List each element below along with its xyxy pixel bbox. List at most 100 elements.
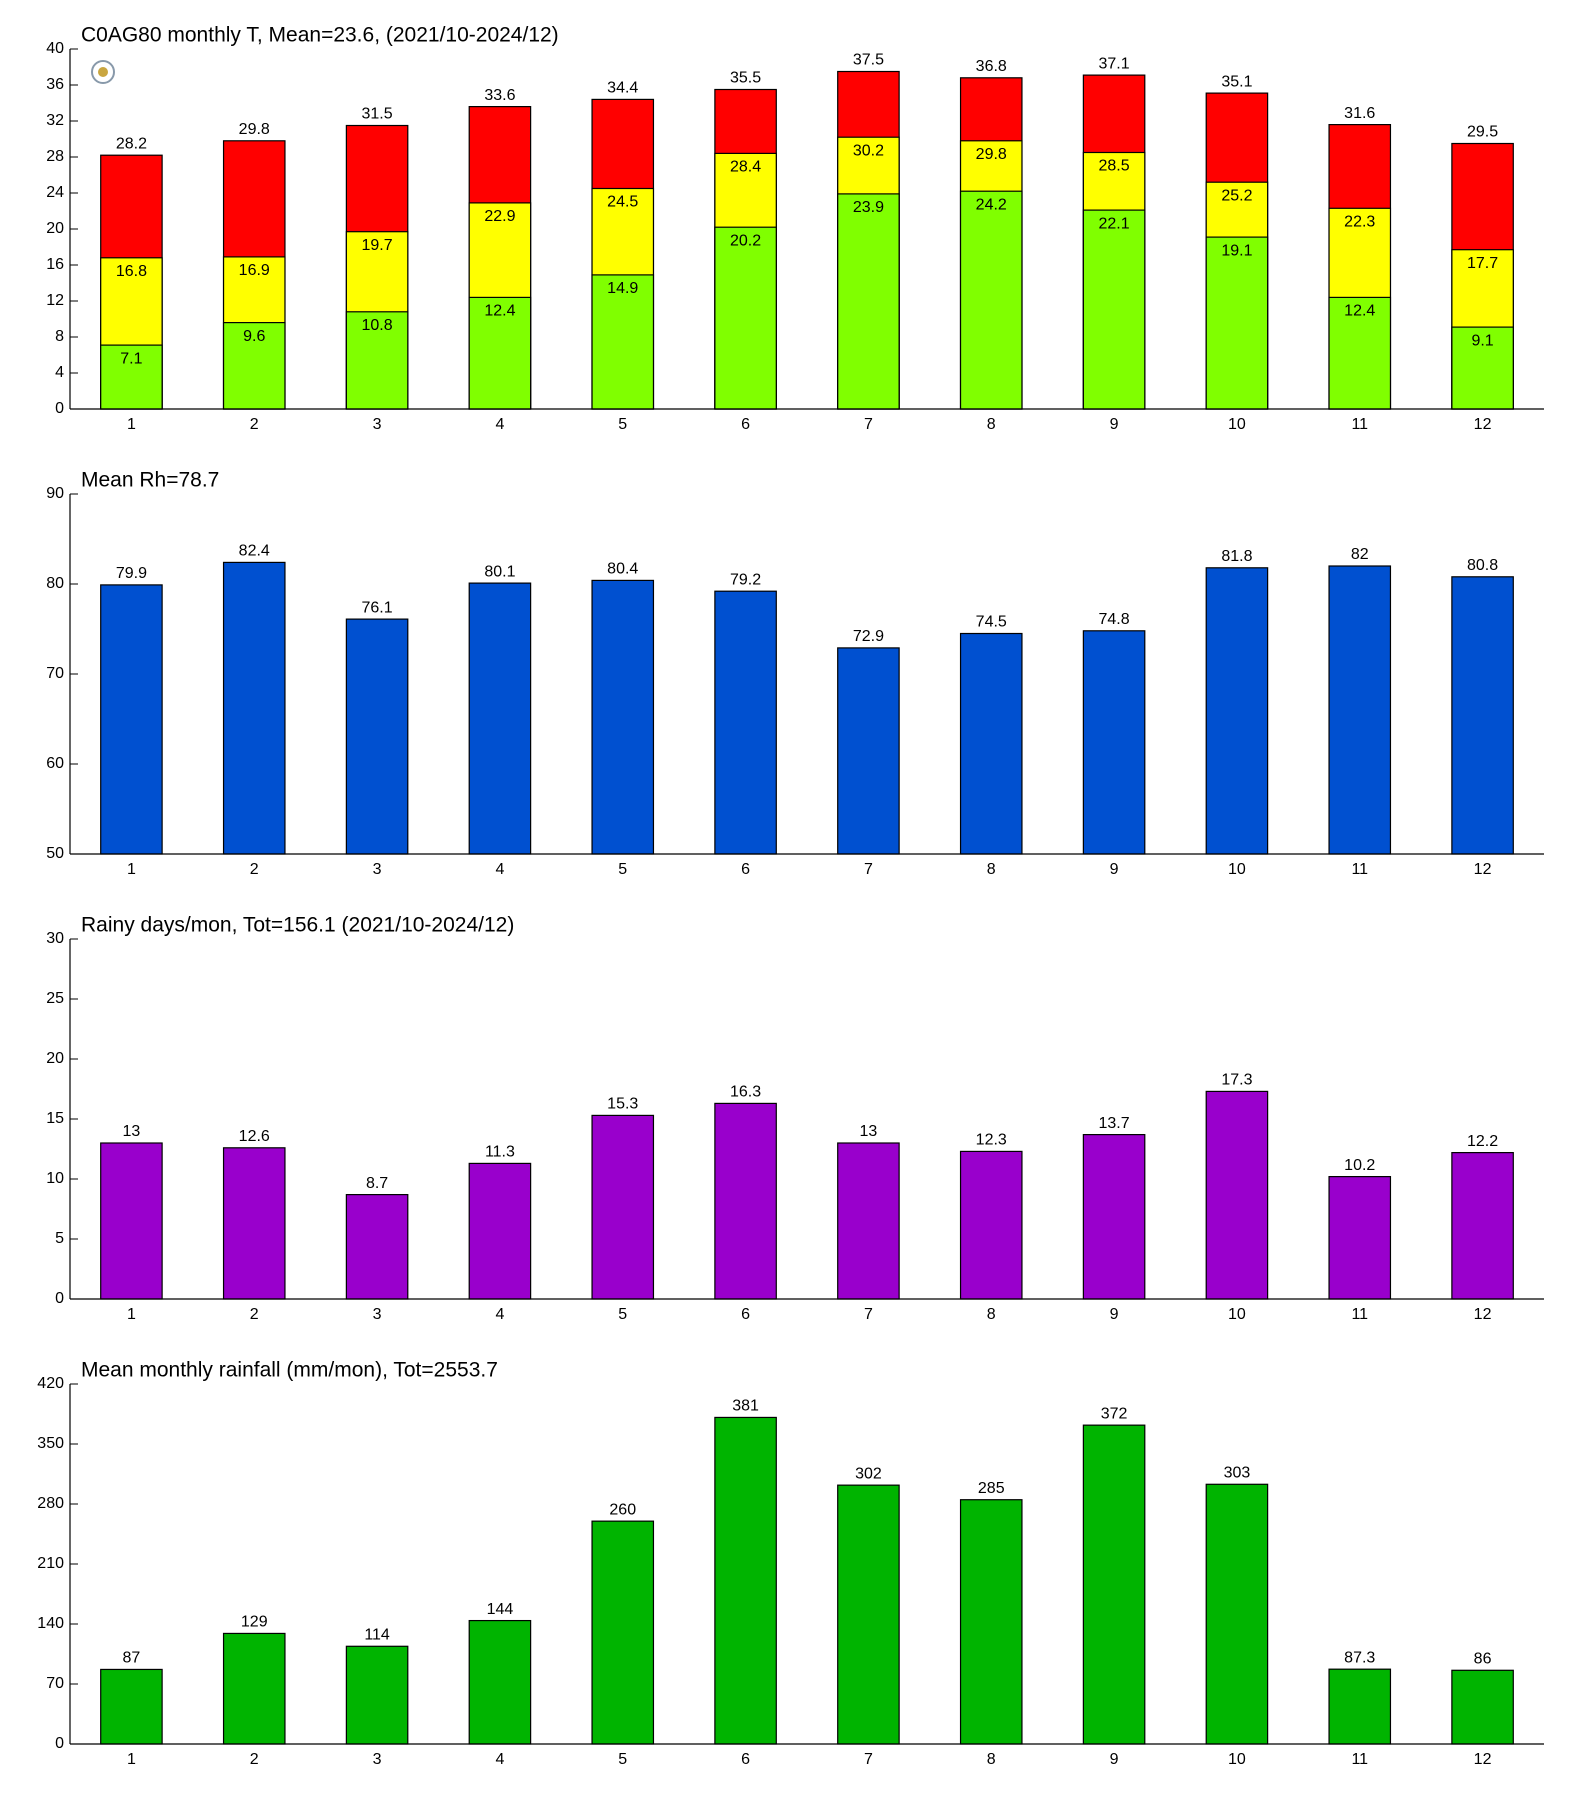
x-tick-label: 2 [250, 1751, 259, 1768]
x-tick-label: 3 [373, 1306, 382, 1323]
value-label: 303 [1224, 1465, 1251, 1482]
x-tick-label: 10 [1228, 861, 1246, 878]
bar [345, 618, 409, 855]
bar [468, 1162, 532, 1300]
value-label: 129 [241, 1614, 268, 1631]
value-label: 22.9 [484, 208, 515, 225]
bar [714, 226, 777, 410]
x-tick-label: 7 [864, 861, 873, 878]
bar [591, 1114, 655, 1300]
value-label: 372 [1101, 1405, 1128, 1422]
value-label: 23.9 [853, 199, 884, 216]
value-label: 80.8 [1467, 557, 1498, 574]
x-tick-label: 12 [1474, 1751, 1492, 1768]
x-tick-label: 12 [1474, 416, 1492, 433]
bar [837, 193, 900, 410]
bar [714, 1416, 777, 1745]
y-tick-label: 0 [55, 1290, 64, 1307]
bar [837, 647, 900, 855]
bar [468, 296, 532, 410]
bar [345, 1193, 409, 1300]
bar [959, 190, 1023, 410]
value-label: 7.1 [120, 350, 142, 367]
y-tick-label: 28 [46, 148, 64, 165]
y-tick-label: 60 [46, 755, 64, 772]
bar [591, 274, 655, 410]
bar [1082, 1133, 1146, 1300]
value-label: 79.2 [730, 571, 761, 588]
x-tick-label: 8 [987, 861, 996, 878]
bar [1082, 209, 1146, 410]
value-label: 10.2 [1344, 1157, 1375, 1174]
value-label: 12.2 [1467, 1133, 1498, 1150]
bar [100, 344, 163, 410]
value-label: 28.5 [1099, 158, 1130, 175]
value-label: 34.4 [607, 80, 638, 97]
value-label: 74.8 [1099, 611, 1130, 628]
bar [100, 1668, 163, 1745]
chart-title: C0AG80 monthly T, Mean=23.6, (2021/10-20… [81, 24, 559, 47]
value-label: 30.2 [853, 142, 884, 159]
value-label: 35.1 [1221, 73, 1252, 90]
value-label: 72.9 [853, 628, 884, 645]
x-tick-label: 9 [1110, 861, 1119, 878]
value-label: 16.8 [116, 263, 147, 280]
bar [1451, 576, 1514, 855]
x-tick-label: 2 [250, 861, 259, 878]
value-label: 36.8 [976, 58, 1007, 75]
bar [222, 1147, 286, 1300]
value-label: 35.5 [730, 70, 761, 87]
value-label: 19.1 [1221, 242, 1252, 259]
x-tick-label: 4 [495, 1306, 504, 1323]
x-tick-label: 2 [250, 1306, 259, 1323]
bar [1082, 630, 1146, 855]
x-tick-label: 5 [618, 1751, 627, 1768]
value-label: 37.5 [853, 52, 884, 69]
y-tick-label: 0 [55, 400, 64, 417]
y-tick-label: 24 [46, 184, 64, 201]
value-label: 13 [860, 1123, 878, 1140]
x-tick-label: 11 [1351, 1306, 1368, 1323]
value-label: 10.8 [362, 317, 393, 334]
x-tick-label: 7 [864, 1751, 873, 1768]
value-label: 31.6 [1344, 105, 1375, 122]
bar [959, 1150, 1023, 1300]
bar [1205, 1483, 1269, 1745]
value-label: 11.3 [485, 1144, 515, 1161]
value-label: 144 [487, 1601, 514, 1618]
x-tick-label: 10 [1228, 1751, 1246, 1768]
value-label: 12.6 [239, 1128, 270, 1145]
y-tick-label: 350 [37, 1435, 64, 1452]
bar [1205, 1090, 1269, 1300]
value-label: 16.3 [730, 1084, 761, 1101]
value-label: 37.1 [1099, 55, 1130, 72]
value-label: 29.8 [239, 121, 270, 138]
value-label: 12.4 [1344, 303, 1375, 320]
y-tick-label: 420 [37, 1375, 64, 1392]
bar [591, 1520, 655, 1745]
x-tick-label: 4 [495, 861, 504, 878]
value-label: 20.2 [730, 232, 761, 249]
y-tick-label: 280 [37, 1495, 64, 1512]
x-tick-label: 8 [987, 1751, 996, 1768]
value-label: 114 [364, 1627, 390, 1644]
bar [837, 1142, 900, 1300]
x-tick-label: 5 [618, 1306, 627, 1323]
x-tick-label: 3 [373, 861, 382, 878]
x-tick-label: 9 [1110, 416, 1119, 433]
y-tick-label: 10 [46, 1170, 64, 1187]
value-label: 24.5 [607, 194, 638, 211]
x-tick-label: 4 [495, 1751, 504, 1768]
bar [1328, 1175, 1392, 1300]
bar [1205, 567, 1269, 855]
x-tick-label: 6 [741, 416, 750, 433]
value-label: 302 [855, 1465, 882, 1482]
bar [100, 1142, 163, 1300]
x-tick-label: 12 [1474, 861, 1492, 878]
value-label: 80.4 [607, 561, 638, 578]
bar [468, 582, 532, 855]
bar [591, 579, 655, 855]
value-label: 22.1 [1099, 215, 1130, 232]
bar [959, 632, 1023, 855]
value-label: 19.7 [362, 237, 393, 254]
